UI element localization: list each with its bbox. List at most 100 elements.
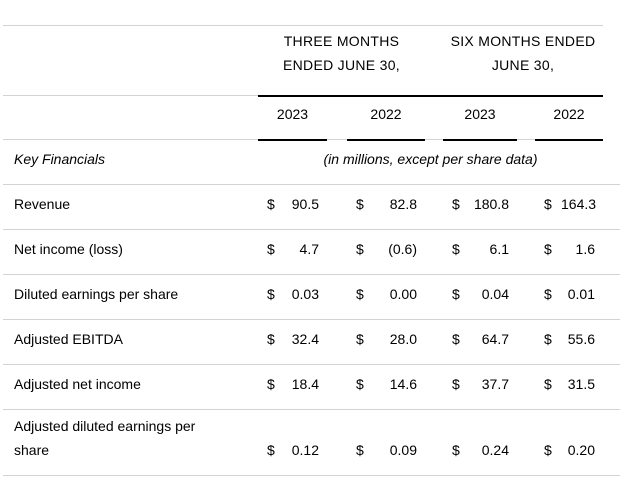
value-cell: 28.0 [373,319,425,365]
spacer-cell [425,364,443,410]
currency-symbol: $ [347,184,373,230]
row-label: Adjusted EBITDA [3,319,258,365]
spacer-cell [603,274,620,320]
value-cell: (0.6) [373,229,425,275]
currency-symbol: $ [535,229,561,275]
value-cell: 0.03 [284,274,327,320]
currency-symbol: $ [258,229,284,275]
value-cell: 14.6 [373,364,425,410]
year-header-3mo-2022: 2022 [347,95,425,141]
currency-symbol: $ [347,274,373,320]
spacer-cell [327,274,347,320]
table-row-net-income: Net income (loss) $ 4.7 $ (0.6) $ 6.1 $ … [3,229,620,275]
table-row-revenue: Revenue $ 90.5 $ 82.8 $ 180.8 $ 164.3 [3,184,620,230]
currency-symbol: $ [258,409,284,476]
spacer-cell [327,364,347,410]
value-cell: 164.3 [561,184,603,230]
spacer-cell [327,95,347,140]
row-label: Net income (loss) [3,229,258,275]
currency-symbol: $ [347,319,373,365]
value-cell: 0.00 [373,274,425,320]
period-header-row: THREE MONTHS ENDED JUNE 30, SIX MONTHS E… [3,25,620,97]
spacer-cell [603,409,620,476]
empty-corner-cell [3,25,258,96]
spacer-cell [603,184,620,230]
key-financials-table: THREE MONTHS ENDED JUNE 30, SIX MONTHS E… [3,25,620,476]
table-row-adjusted-net-income: Adjusted net income $ 18.4 $ 14.6 $ 37.7… [3,364,620,410]
year-header-6mo-2022: 2022 [535,95,603,141]
spacer-cell [603,96,620,140]
currency-symbol: $ [443,229,469,275]
spacer-cell [517,95,535,140]
spacer-cell [603,229,620,275]
spacer-cell [603,26,620,96]
three-months-header: THREE MONTHS ENDED JUNE 30, [258,25,425,97]
year-header-row: 2023 2022 2023 2022 [3,95,620,141]
value-cell: 0.04 [469,274,517,320]
value-cell: 180.8 [469,184,517,230]
currency-symbol: $ [443,184,469,230]
units-note: (in millions, except per share data) [258,139,603,185]
table-row-adjusted-ebitda: Adjusted EBITDA $ 32.4 $ 28.0 $ 64.7 $ 5… [3,319,620,365]
currency-symbol: $ [347,409,373,476]
value-cell: 55.6 [561,319,603,365]
spacer-cell [517,364,535,410]
currency-symbol: $ [535,409,561,476]
spacer-cell [603,364,620,410]
value-cell: 18.4 [284,364,327,410]
table-row-adjusted-diluted-eps: Adjusted diluted earnings per share $ 0.… [3,409,620,476]
spacer-cell [517,184,535,230]
currency-symbol: $ [535,364,561,410]
value-cell: 37.7 [469,364,517,410]
row-label: Diluted earnings per share [3,274,258,320]
value-cell: 0.20 [561,409,603,476]
currency-symbol: $ [258,274,284,320]
currency-symbol: $ [535,274,561,320]
spacer-cell [425,184,443,230]
currency-symbol: $ [258,184,284,230]
spacer-cell [425,319,443,365]
currency-symbol: $ [443,319,469,365]
spacer-cell [603,319,620,365]
table-row-diluted-eps: Diluted earnings per share $ 0.03 $ 0.00… [3,274,620,320]
spacer-cell [603,139,620,185]
value-cell: 0.01 [561,274,603,320]
currency-symbol: $ [443,274,469,320]
currency-symbol: $ [258,364,284,410]
spacer-cell [327,409,347,476]
currency-symbol: $ [347,229,373,275]
value-cell: 90.5 [284,184,327,230]
value-cell: 31.5 [561,364,603,410]
currency-symbol: $ [535,184,561,230]
value-cell: 32.4 [284,319,327,365]
section-label: Key Financials [3,139,258,185]
currency-symbol: $ [258,319,284,365]
currency-symbol: $ [443,409,469,476]
currency-symbol: $ [443,364,469,410]
spacer-cell [517,274,535,320]
spacer-cell [517,409,535,476]
value-cell: 4.7 [284,229,327,275]
row-label: Revenue [3,184,258,230]
currency-symbol: $ [347,364,373,410]
row-label: Adjusted net income [3,364,258,410]
spacer-cell [425,409,443,476]
spacer-cell [327,319,347,365]
spacer-cell [517,319,535,365]
row-label: Adjusted diluted earnings per share [3,409,258,476]
value-cell: 0.24 [469,409,517,476]
value-cell: 82.8 [373,184,425,230]
spacer-cell [425,95,443,140]
spacer-cell [425,274,443,320]
spacer-cell [425,229,443,275]
spacer-cell [517,229,535,275]
year-header-3mo-2023: 2023 [258,95,327,141]
value-cell: 1.6 [561,229,603,275]
value-cell: 0.12 [284,409,327,476]
currency-symbol: $ [535,319,561,365]
spacer-cell [425,25,443,97]
value-cell: 64.7 [469,319,517,365]
spacer-cell [327,229,347,275]
value-cell: 6.1 [469,229,517,275]
